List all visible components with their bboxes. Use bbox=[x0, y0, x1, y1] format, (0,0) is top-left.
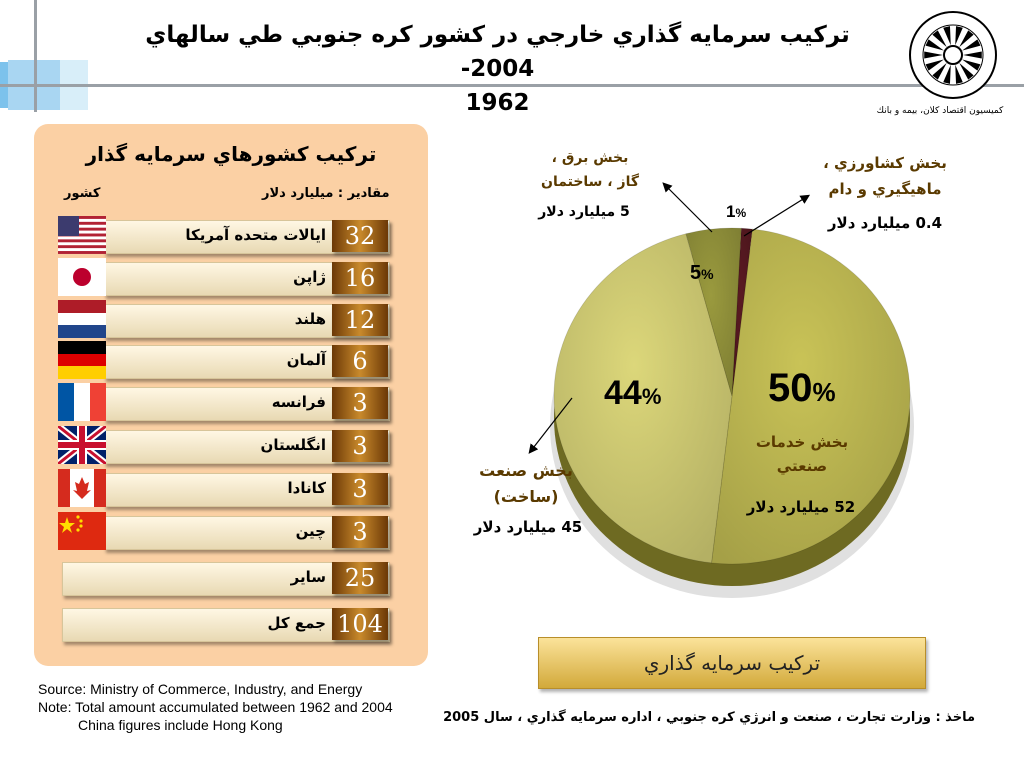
chamber-logo-icon bbox=[909, 11, 997, 99]
source-note-english: Source: Ministry of Commerce, Industry, … bbox=[38, 681, 393, 733]
slice-label-5-percent: 5% bbox=[690, 262, 714, 284]
country-name: ايالات متحده آمريكا bbox=[185, 226, 326, 244]
investor-row: فرانسه 3 bbox=[58, 383, 402, 423]
investment-value: 16 bbox=[332, 262, 388, 294]
slice-value-agriculture: 0.4 ميليارد دلار bbox=[827, 214, 943, 232]
country-name: فرانسه bbox=[271, 393, 326, 411]
country-name: ساير bbox=[290, 568, 326, 586]
slice-value-services: 52 ميليارد دلار bbox=[746, 498, 856, 516]
investment-value: 3 bbox=[332, 387, 388, 419]
investment-value: 25 bbox=[332, 562, 388, 594]
investor-row: ايالات متحده آمريكا 32 bbox=[58, 216, 402, 256]
investor-row: هلند 12 bbox=[58, 300, 402, 340]
slice-label-1-percent: 1% bbox=[726, 202, 747, 221]
canada-flag-icon bbox=[58, 469, 106, 507]
investor-row: ساير 25 bbox=[58, 558, 402, 598]
investment-value: 3 bbox=[332, 473, 388, 505]
country-name: جمع كل bbox=[267, 614, 326, 632]
slice-name-utilities: بخش برق ، گاز ، ساختمان bbox=[541, 150, 639, 190]
investment-value: 32 bbox=[332, 220, 388, 252]
investor-row: كانادا 3 bbox=[58, 469, 402, 509]
country-name: ژاپن bbox=[293, 268, 326, 286]
france-flag-icon bbox=[58, 383, 106, 421]
slice-name-manufacturing: بخش صنعت (ساخت) bbox=[479, 461, 573, 506]
investor-row: ژاپن 16 bbox=[58, 258, 402, 298]
investment-value: 3 bbox=[332, 430, 388, 462]
column-header-country: كشور bbox=[64, 186, 101, 201]
source-note-persian: ماخذ : وزارت تجارت ، صنعت و انرژي كره جن… bbox=[443, 710, 975, 725]
netherlands-flag-icon bbox=[58, 300, 106, 338]
header-rule bbox=[0, 84, 1024, 87]
pie-slice-50-percent bbox=[711, 228, 911, 565]
country-name: چين bbox=[295, 522, 326, 540]
pie-slice-5-percent bbox=[685, 227, 742, 397]
japan-flag-icon bbox=[58, 258, 106, 296]
germany-flag-icon bbox=[58, 341, 106, 379]
investor-row: آلمان 6 bbox=[58, 341, 402, 381]
column-header-unit: مقادير : ميليارد دلار bbox=[262, 186, 390, 201]
slice-value-utilities: 5 ميليارد دلار bbox=[538, 204, 630, 220]
investor-row: چين 3 bbox=[58, 512, 402, 552]
slice-label-44-percent: 44% bbox=[604, 374, 662, 412]
investment-value: 6 bbox=[332, 345, 388, 377]
investment-value: 12 bbox=[332, 304, 388, 336]
header-rule bbox=[34, 0, 37, 112]
panel-title: تركيب كشورهاي سرمايه گذار bbox=[85, 142, 377, 166]
slice-label-50-percent: 50% bbox=[768, 366, 836, 410]
country-name: هلند bbox=[294, 310, 326, 328]
investment-value: 104 bbox=[332, 608, 388, 640]
country-name: كانادا bbox=[287, 479, 326, 497]
uk-flag-icon bbox=[58, 426, 106, 464]
slice-name-services: بخش خدمات صنعتي bbox=[755, 433, 849, 475]
country-name: انگلستان bbox=[260, 436, 326, 454]
china-flag-icon bbox=[58, 512, 106, 550]
investor-row: جمع كل 104 bbox=[58, 604, 402, 644]
country-name: آلمان bbox=[286, 351, 326, 369]
chart-caption-box: تركيب سرمايه گذاري bbox=[538, 637, 926, 689]
investment-pie-chart bbox=[550, 227, 914, 598]
investment-value: 3 bbox=[332, 516, 388, 548]
slide-title: تركيب سرمايه گذاري خارجي در كشور كره جنو… bbox=[145, 22, 850, 116]
usa-flag-icon bbox=[58, 216, 106, 254]
slice-value-manufacturing: 45 ميليارد دلار bbox=[473, 518, 583, 536]
slice-name-agriculture: بخش كشاورزي ، ماهيگيري و دام bbox=[823, 154, 947, 198]
investor-row: انگلستان 3 bbox=[58, 426, 402, 466]
logo-caption: كميسيون اقتصاد كلان، بيمه و بانك bbox=[876, 106, 1004, 116]
